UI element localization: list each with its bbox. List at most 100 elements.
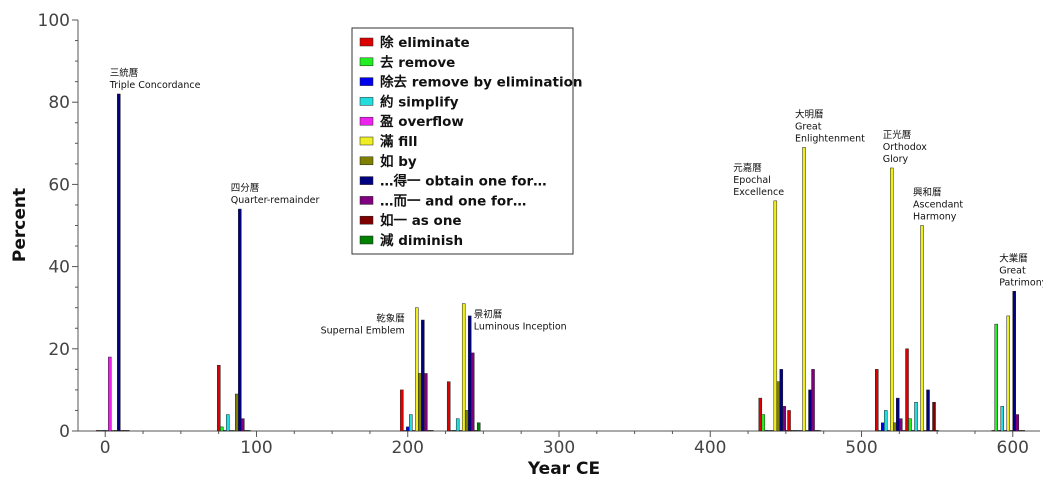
bar-jian — [430, 430, 434, 432]
bar-chuqu — [881, 422, 885, 432]
bar-yue — [1000, 406, 1004, 432]
bar-yue — [455, 418, 460, 432]
bar-qu — [403, 430, 407, 432]
bar-chuqu — [223, 430, 227, 432]
legend-box — [351, 27, 574, 255]
x-tick-label: 500 — [845, 438, 877, 458]
y-tick-label: 80 — [48, 93, 70, 113]
legend-entry-ru: 如 by — [380, 153, 417, 170]
bar-ru — [893, 422, 897, 432]
bar-man — [773, 200, 778, 432]
bar-man — [111, 430, 115, 432]
calendar-label: 正光曆 — [883, 129, 912, 141]
calendar-label: 大業曆 — [999, 252, 1028, 264]
bar-jian — [126, 430, 130, 432]
legend-entry-deyi: …得一 obtain one for… — [380, 173, 547, 190]
calendar-label: Luminous Inception — [474, 322, 567, 333]
bar-chuqu — [452, 430, 457, 432]
bar-chuqu — [102, 430, 106, 432]
legend-entry-ying: 盈 overflow — [379, 114, 464, 130]
bar-ruyi — [123, 430, 127, 432]
calendar-label: Supernal Emblem — [321, 326, 405, 337]
calendar-label: 元嘉曆 — [733, 162, 762, 174]
calendar-label: Patrimony — [999, 277, 1043, 288]
bar-deyi — [1012, 291, 1016, 432]
calendar-label: Quarter-remainder — [231, 195, 320, 206]
bar-ru — [235, 393, 239, 432]
y-tick-label: 20 — [48, 340, 70, 360]
y-tick-label: 0 — [59, 422, 70, 442]
bar-yue — [767, 430, 772, 432]
bar-deyi — [117, 93, 121, 432]
x-tick-label: 200 — [392, 438, 424, 458]
bar-ru — [418, 373, 422, 432]
legend-swatch-ying — [359, 116, 374, 126]
bar-ruyi — [932, 401, 936, 432]
bar-chuqu — [406, 426, 410, 432]
bar-chuqu — [997, 430, 1001, 432]
bar-ruyi — [902, 430, 906, 432]
legend-entry-jian: 減 diminish — [380, 232, 463, 249]
calendar-label: Great — [795, 121, 822, 132]
bar-deyi — [808, 389, 812, 432]
bar-layer — [96, 93, 1025, 432]
bar-ruyi — [814, 430, 818, 432]
bar-chu — [875, 369, 879, 432]
bar-eryi — [470, 352, 475, 432]
legend-swatch-yue — [359, 97, 374, 106]
bar-ruyi — [1018, 430, 1022, 432]
calendar-label: Epochal — [733, 175, 771, 186]
bar-qu — [790, 430, 794, 432]
bar-man — [890, 167, 894, 432]
bar-ru — [1009, 430, 1013, 432]
bar-man — [802, 147, 806, 432]
bar-jian — [935, 430, 939, 432]
y-axis-title: Percent — [10, 188, 30, 262]
legend-swatch-ruyi — [359, 215, 374, 225]
bar-jian — [247, 430, 251, 432]
bar-ying — [799, 430, 803, 432]
bar-chuqu — [764, 430, 769, 432]
y-tick-label: 100 — [38, 11, 70, 31]
calendar-label: Glory — [883, 154, 909, 165]
calendar-label: Great — [999, 265, 1026, 276]
bar-ru — [805, 430, 809, 432]
legend-entry-man: 滿 fill — [380, 133, 417, 150]
bar-chu — [991, 430, 995, 432]
bar-jian — [1021, 430, 1025, 432]
x-tick-label: 0 — [100, 438, 111, 458]
legend-swatch-qu — [359, 57, 374, 67]
calendar-label: 大明曆 — [795, 108, 824, 120]
calendar-label: 景初曆 — [474, 309, 503, 321]
bar-ying — [887, 430, 891, 432]
bar-deyi — [896, 397, 900, 432]
bar-eryi — [424, 373, 428, 432]
legend: 除 eliminate 去 remove 除去 remove by eliminat… — [351, 27, 582, 255]
bar-eryi — [929, 430, 933, 432]
bar-jian — [476, 422, 481, 432]
legend-swatch-deyi — [359, 176, 374, 185]
bar-deyi — [421, 319, 425, 432]
bar-ying — [412, 430, 416, 432]
calendar-label: Enlightenment — [795, 133, 865, 144]
bar-yue — [884, 410, 888, 432]
bar-chu — [217, 364, 221, 432]
bar-eryi — [899, 418, 903, 432]
bar-ruyi — [473, 430, 478, 432]
x-axis-title: Year CE — [527, 459, 600, 478]
legend-swatch-eryi — [359, 196, 374, 205]
bar-qu — [99, 430, 103, 432]
bar-qu — [220, 426, 224, 432]
bar-chu — [787, 410, 791, 432]
legend-entry-ruyi: 如一 as one — [380, 212, 462, 229]
legend-swatch-chuqu — [359, 77, 374, 86]
legend-swatch-jian — [359, 235, 374, 245]
bar-ying — [229, 430, 233, 432]
bar-yue — [796, 430, 800, 432]
bar-chu — [446, 381, 451, 432]
bar-man — [461, 303, 466, 432]
bar-ru — [464, 410, 469, 432]
bar-ying — [458, 430, 463, 432]
